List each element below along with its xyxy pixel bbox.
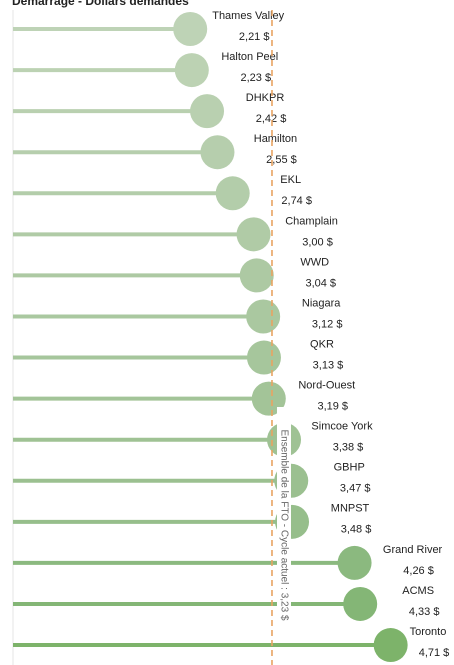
value-label: 3,19 $	[317, 401, 348, 413]
value-label: 3,13 $	[313, 359, 344, 371]
value-label: 3,00 $	[302, 236, 333, 248]
value-label: 2,74 $	[281, 195, 312, 207]
dot	[215, 176, 250, 211]
value-label: 2,23 $	[241, 72, 272, 84]
reference-label-bg	[276, 407, 291, 643]
dot	[343, 586, 378, 621]
reference-label-group: Ensemble de la FTO - Cycle actuel : 3,23…	[276, 407, 291, 643]
dot	[200, 135, 235, 170]
category-label: Hamilton	[254, 133, 297, 145]
category-label: DHKPR	[246, 92, 285, 104]
value-label: 4,26 $	[403, 565, 434, 577]
category-label: EKL	[280, 174, 301, 186]
reference-label: Ensemble de la FTO - Cycle actuel : 3,23…	[278, 429, 289, 620]
value-label: 2,55 $	[266, 154, 297, 166]
dot	[373, 628, 408, 663]
value-label: 3,12 $	[312, 318, 343, 330]
value-label: 3,47 $	[340, 483, 371, 495]
dot	[246, 340, 281, 375]
chart-title: Démarrage - Dollars demandés	[12, 0, 189, 8]
category-label: GBHP	[334, 462, 365, 474]
dot	[190, 94, 225, 129]
value-label: 2,42 $	[256, 113, 287, 125]
category-label: MNPST	[331, 503, 370, 515]
dot	[246, 299, 281, 334]
dot	[239, 258, 274, 293]
category-label: Champlain	[285, 215, 338, 227]
category-label: Nord-Ouest	[298, 380, 355, 392]
dot	[236, 217, 271, 252]
value-label: 4,33 $	[409, 606, 440, 618]
category-label: ACMS	[402, 585, 434, 597]
dot	[174, 53, 209, 88]
category-label: Halton Peel	[221, 51, 278, 63]
category-label: Niagara	[302, 297, 341, 309]
value-label: 3,38 $	[333, 442, 364, 454]
category-label: Toronto	[410, 626, 447, 638]
category-label: WWD	[300, 256, 329, 268]
value-label: 4,71 $	[419, 647, 450, 659]
value-label: 2,21 $	[239, 31, 270, 43]
category-label: QKR	[310, 338, 334, 350]
category-label: Simcoe York	[311, 421, 373, 433]
category-label: Thames Valley	[212, 10, 284, 22]
value-label: 3,48 $	[341, 524, 372, 536]
dot	[173, 12, 208, 46]
category-label: Grand River	[383, 544, 443, 556]
dot	[337, 545, 372, 580]
value-label: 3,04 $	[305, 277, 336, 289]
